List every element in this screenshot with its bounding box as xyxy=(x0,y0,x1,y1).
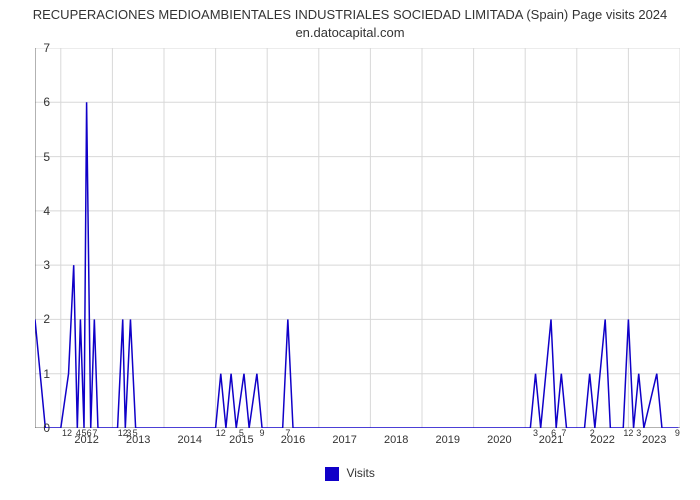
chart-plot-area xyxy=(35,48,680,428)
x-data-label: 7 xyxy=(92,428,97,438)
x-data-label: 12 xyxy=(216,428,226,438)
y-tick-label: 0 xyxy=(30,421,50,435)
x-year-label: 2018 xyxy=(384,434,408,446)
x-data-label: 4 xyxy=(76,428,81,438)
x-data-label: 12 xyxy=(62,428,72,438)
title-line1: RECUPERACIONES MEDIOAMBIENTALES INDUSTRI… xyxy=(33,7,668,22)
x-data-label: 7 xyxy=(561,428,566,438)
y-tick-label: 1 xyxy=(30,367,50,381)
legend-swatch xyxy=(325,467,339,481)
legend: Visits xyxy=(0,466,700,481)
y-tick-label: 3 xyxy=(30,258,50,272)
x-data-label: 5 xyxy=(239,428,244,438)
x-year-label: 2020 xyxy=(487,434,511,446)
x-data-label: 3 xyxy=(636,428,641,438)
title-line2: en.datocapital.com xyxy=(295,25,404,40)
x-data-label: 9 xyxy=(260,428,265,438)
x-data-label: 3 xyxy=(126,428,131,438)
legend-label: Visits xyxy=(346,466,374,480)
y-tick-label: 7 xyxy=(30,41,50,55)
chart-svg xyxy=(35,48,680,428)
x-data-label: 7 xyxy=(285,428,290,438)
x-year-label: 2019 xyxy=(436,434,460,446)
x-data-label: 2 xyxy=(590,428,595,438)
x-data-label: 6 xyxy=(551,428,556,438)
x-data-label: 3 xyxy=(533,428,538,438)
chart-title: RECUPERACIONES MEDIOAMBIENTALES INDUSTRI… xyxy=(0,0,700,41)
x-data-label: 12 xyxy=(623,428,633,438)
x-data-label: 9 xyxy=(675,428,680,438)
y-tick-label: 6 xyxy=(30,95,50,109)
x-year-label: 2023 xyxy=(642,434,666,446)
x-year-label: 2017 xyxy=(332,434,356,446)
y-tick-label: 2 xyxy=(30,312,50,326)
x-data-label: 5 xyxy=(133,428,138,438)
x-year-label: 2014 xyxy=(178,434,202,446)
x-data-label: 6 xyxy=(87,428,92,438)
chart-container: RECUPERACIONES MEDIOAMBIENTALES INDUSTRI… xyxy=(0,0,700,500)
y-tick-label: 4 xyxy=(30,204,50,218)
y-tick-label: 5 xyxy=(30,150,50,164)
